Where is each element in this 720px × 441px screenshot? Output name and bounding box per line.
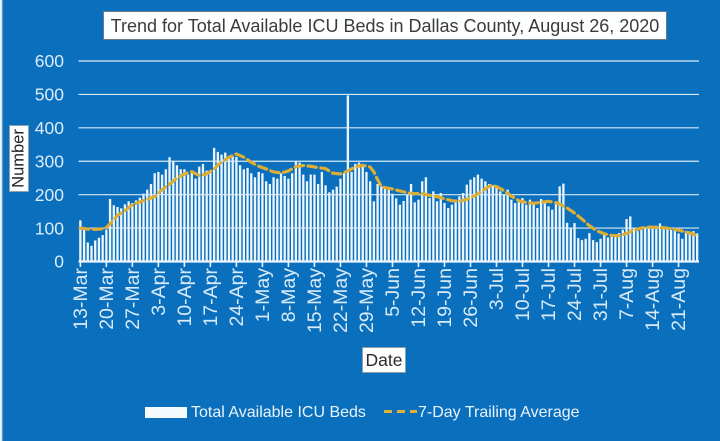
svg-text:24-Apr: 24-Apr (226, 267, 248, 326)
svg-text:7-Aug: 7-Aug (616, 268, 638, 320)
svg-text:27-Mar: 27-Mar (122, 268, 144, 330)
svg-text:400: 400 (35, 118, 64, 138)
svg-text:21-Aug: 21-Aug (668, 268, 690, 331)
svg-text:22-May: 22-May (330, 268, 352, 333)
svg-text:10-Jul: 10-Jul (512, 268, 534, 321)
svg-text:20-Mar: 20-Mar (96, 268, 118, 330)
svg-text:10-Apr: 10-Apr (174, 267, 196, 326)
svg-text:200: 200 (35, 185, 64, 205)
svg-text:17-Jul: 17-Jul (538, 268, 560, 321)
svg-text:0: 0 (54, 252, 64, 272)
svg-text:19-Jun: 19-Jun (434, 268, 456, 328)
svg-text:26-Jun: 26-Jun (460, 268, 482, 328)
svg-text:1-May: 1-May (252, 268, 274, 322)
svg-text:8-May: 8-May (278, 268, 300, 322)
svg-text:24-Jul: 24-Jul (564, 268, 586, 321)
svg-text:13-Mar: 13-Mar (70, 268, 92, 330)
svg-text:5-Jun: 5-Jun (382, 268, 404, 317)
svg-text:300: 300 (35, 151, 64, 171)
svg-text:100: 100 (35, 218, 64, 238)
svg-text:31-Jul: 31-Jul (590, 268, 612, 321)
svg-text:17-Apr: 17-Apr (200, 267, 222, 326)
svg-text:29-May: 29-May (356, 268, 378, 333)
svg-text:600: 600 (35, 51, 64, 71)
svg-text:12-Jun: 12-Jun (408, 268, 430, 328)
svg-text:15-May: 15-May (304, 268, 326, 333)
svg-text:500: 500 (35, 85, 64, 105)
svg-text:3-Jul: 3-Jul (486, 268, 508, 310)
svg-text:14-Aug: 14-Aug (642, 268, 664, 331)
svg-text:3-Apr: 3-Apr (148, 267, 170, 315)
